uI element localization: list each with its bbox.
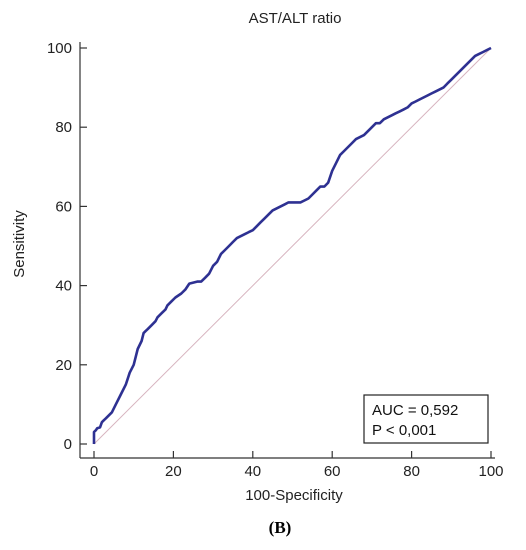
x-tick-label: 40 [244, 463, 261, 480]
y-tick-label: 20 [55, 357, 72, 374]
roc-curve [92, 46, 492, 444]
x-tick-label: 20 [165, 463, 182, 480]
auc-box-border [363, 394, 489, 444]
y-tick-label: 40 [55, 278, 72, 295]
x-tick-label: 60 [324, 463, 341, 480]
x-tick-label: 80 [403, 463, 420, 480]
y-tick-label: 100 [47, 40, 72, 57]
x-tick-label: 100 [478, 463, 503, 480]
y-axis: 0 20 40 60 80 100 [47, 40, 87, 458]
plot-area [92, 46, 492, 445]
reference-diagonal-line [93, 47, 492, 445]
chart-title: AST/ALT ratio [249, 10, 342, 27]
y-ticks: 0 20 40 60 80 100 [47, 40, 87, 453]
panel-label: (B) [269, 518, 292, 537]
auc-annotation-box: AUC = 0,592 P < 0,001 [363, 394, 489, 444]
x-axis-label: 100-Specificity [245, 487, 343, 504]
y-axis-label: Sensitivity [11, 210, 28, 278]
x-axis: 0 20 40 60 80 100 [80, 451, 504, 480]
x-ticks: 0 20 40 60 80 100 [90, 451, 504, 480]
y-tick-label: 80 [55, 119, 72, 136]
y-tick-label: 0 [64, 436, 72, 453]
y-tick-label: 60 [55, 198, 72, 215]
p-value-text: P < 0,001 [372, 422, 436, 439]
x-tick-label: 0 [90, 463, 98, 480]
auc-value-text: AUC = 0,592 [372, 402, 458, 419]
